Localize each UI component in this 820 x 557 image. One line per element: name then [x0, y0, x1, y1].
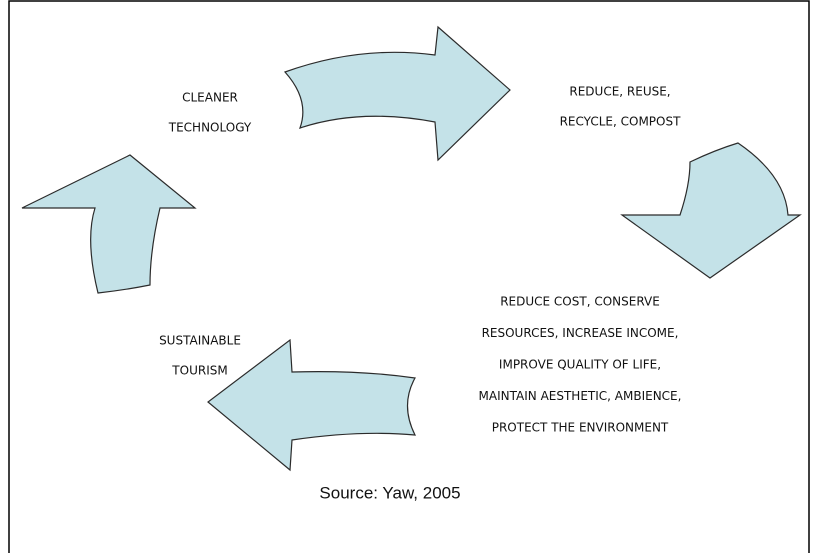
node-label: TOURISM: [171, 364, 227, 378]
node-label: RECYCLE, COMPOST: [560, 115, 682, 129]
arrow-left: [21, 154, 197, 294]
node-label: PROTECT THE ENVIRONMENT: [492, 421, 669, 435]
node-label: REDUCE, REUSE,: [569, 85, 670, 99]
source: Source: Yaw, 2005: [319, 483, 460, 502]
node-label: MAINTAIN AESTHETIC, AMBIENCE,: [479, 389, 682, 403]
arrow-right: [620, 142, 802, 279]
arrow-bottom: [207, 338, 417, 472]
node-label: CLEANER: [182, 91, 238, 105]
node-label: SUSTAINABLE: [159, 334, 241, 348]
node-label: IMPROVE QUALITY OF LIFE,: [499, 358, 661, 372]
node-label: TECHNOLOGY: [168, 121, 252, 135]
frame: [8, 0, 810, 557]
arrow-top: [283, 25, 511, 162]
node-label: RESOURCES, INCREASE INCOME,: [482, 326, 679, 340]
node-label: REDUCE COST, CONSERVE: [500, 295, 660, 309]
